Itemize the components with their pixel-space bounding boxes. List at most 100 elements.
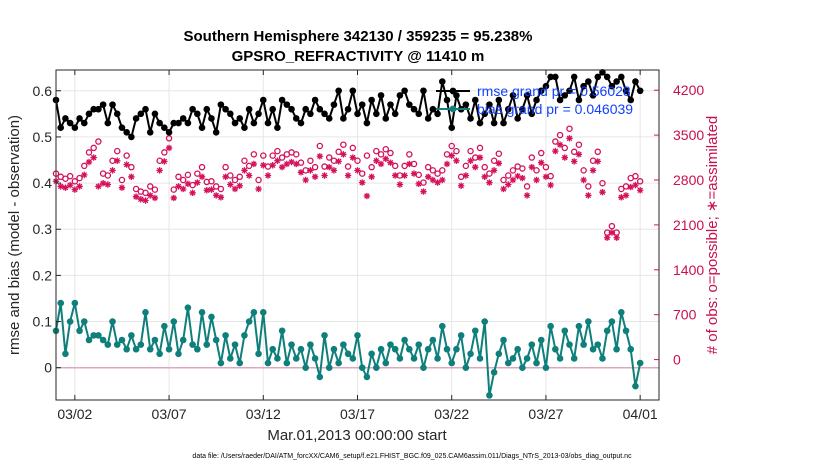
obs-assimilated-point [274,157,281,164]
bias-series-point [156,350,163,358]
bias-series-point [481,318,488,325]
obs-possible-point [377,151,385,158]
bias-series-point [420,364,427,371]
bias-series-point [476,355,484,362]
obs-assimilated-point [410,170,418,177]
obs-possible-point [208,178,215,185]
obs-assimilated-point [283,160,291,168]
bias-series-point [95,332,102,339]
rmse-series-point [552,73,559,81]
obs-assimilated-point [123,161,130,168]
obs-assimilated-point [118,184,126,191]
obs-possible-point [599,179,606,187]
obs-possible-point [307,157,314,165]
rmse-series-point [109,101,116,108]
rmse-series-point [410,105,418,113]
obs-assimilated-point [297,169,305,176]
rmse-series-point [613,78,620,85]
rmse-series-point [128,133,135,141]
bias-series-point [212,336,220,344]
obs-assimilated-point [500,185,507,193]
bias-series-point [113,341,121,348]
obs-possible-point [406,151,413,158]
legend-rmse-marker [449,87,457,95]
bias-series-point [603,327,611,335]
bias-series-point [132,345,140,353]
obs-possible-point [269,152,276,159]
obs-possible-point [448,142,455,150]
bias-series-point [161,322,168,330]
rmse-series-point [396,92,404,99]
obs-assimilated-point [552,147,559,155]
rmse-series-point [62,115,69,122]
rmse-series-point [85,110,93,118]
bias-series-point [547,322,554,330]
bias-series-point [585,318,592,325]
obs-assimilated-point [170,194,177,202]
rmse-series-point [608,82,616,90]
chart-title-line1: Southern Hemisphere 342130 / 359235 = 95… [184,28,533,45]
obs-possible-point [90,144,97,152]
obs-assimilated-point [453,157,460,164]
obs-assimilated-point [288,158,295,166]
bias-series-point [391,345,399,353]
bias-series-point [203,341,211,348]
bias-series-point [500,336,507,344]
obs-possible-point [580,167,587,174]
obs-possible-point [556,131,564,139]
obs-assimilated-point [316,153,324,160]
rmse-series-point [632,78,639,85]
rmse-series-point [274,124,281,131]
bias-series-point [434,355,441,362]
rmse-series-point [189,105,196,113]
obs-possible-point [429,167,437,174]
bias-series-point [552,345,559,353]
legend-rmse-label: rmse grand pr = 0.56028 [477,83,631,99]
bias-series-point [194,345,201,353]
rmse-series-point [354,110,361,118]
obs-possible-point [453,147,460,155]
rmse-series-point [250,119,258,127]
bias-series-point [302,364,309,371]
obs-assimilated-point [330,167,338,174]
obs-possible-point [476,144,484,152]
bias-series-point [396,355,404,362]
rmse-series-point [585,78,592,85]
obs-assimilated-point [542,173,550,180]
bias-series-point [288,341,295,348]
bias-series-point [269,345,277,353]
bias-series-point [146,345,154,353]
bias-series-point [382,359,390,367]
rmse-series-point [99,101,107,108]
bias-series-point [66,318,74,325]
y-tick-label: 0.2 [33,267,53,283]
obs-possible-point [363,152,371,159]
obs-assimilated-point [269,162,276,169]
rmse-series-point [278,96,286,104]
obs-assimilated-point [448,152,455,159]
rmse-series-point [471,96,479,104]
obs-possible-point [76,174,83,182]
rmse-series-point [589,92,597,99]
rmse-series-point [316,105,324,113]
y-right-tick-label: 0 [673,352,681,368]
rmse-series-point [443,96,451,104]
obs-assimilated-point [359,179,366,186]
obs-assimilated-point [599,188,606,196]
obs-assimilated-point [490,167,498,174]
obs-assimilated-point [278,163,286,171]
obs-possible-point [340,141,347,148]
rmse-series-point [222,105,229,113]
bias-series-point [471,327,479,335]
rmse-series-point [490,119,498,127]
obs-possible-point [179,176,187,184]
obs-possible-point [194,170,201,177]
rmse-series-point [358,101,366,108]
rmse-series-point [212,129,220,136]
x-tick-label: 04/01 [623,406,658,422]
bias-series-point [448,359,456,367]
rmse-series-point [514,115,521,122]
bias-series-point [179,336,187,344]
obs-assimilated-point [566,135,573,142]
